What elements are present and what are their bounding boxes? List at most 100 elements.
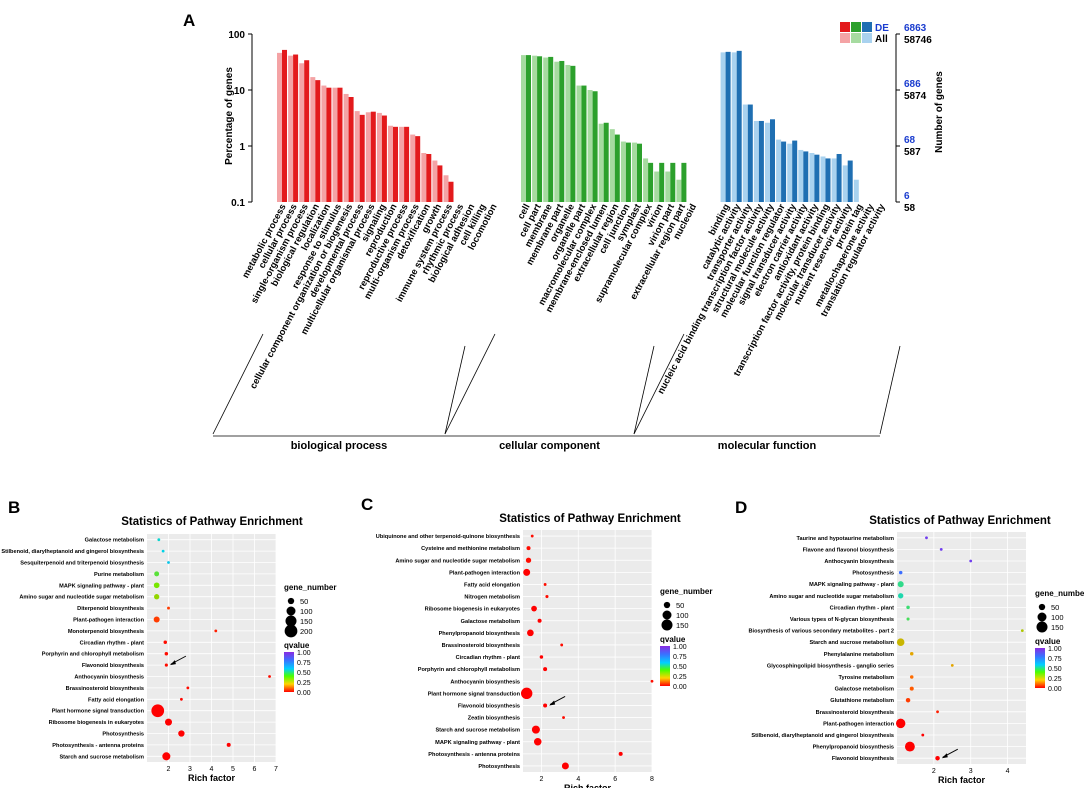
y-tick-label-right-de: 6 [904, 191, 910, 202]
y-tick-label-right-de: 6863 [904, 23, 927, 34]
bar-all [742, 104, 748, 202]
bar-de [736, 50, 742, 202]
bracket-right-edge [879, 345, 901, 435]
pathway-point [161, 549, 165, 553]
pathway-point [180, 697, 183, 701]
qvalue-colorbar [660, 646, 670, 686]
size-legend-value: 100 [1051, 613, 1064, 622]
pathway-point [162, 752, 171, 761]
bar-de [448, 181, 454, 202]
pathway-point [214, 629, 218, 633]
bar-de [393, 126, 398, 202]
bar-de [370, 111, 376, 202]
pathway-point [157, 538, 161, 542]
qvalue-tick-label: 1.00 [297, 650, 311, 657]
legend-de-label: DE [875, 23, 889, 34]
x-tick-label: 4 [1006, 768, 1010, 775]
bar-de [526, 55, 531, 203]
bar-all [343, 93, 349, 202]
bar-de [581, 85, 587, 202]
panel-c-enrichment-scatter: C Statistics of Pathway Enrichment 2 4 6 8 Ubi… [361, 495, 712, 788]
qvalue-tick-label: 0.00 [673, 684, 687, 691]
pathway-point [530, 534, 534, 538]
bar-de [404, 126, 410, 202]
x-axis-label: Rich factor [564, 783, 612, 788]
bar-all [576, 85, 582, 202]
pathway-label: Anthocyanin biosynthesis [74, 675, 144, 681]
size-legend-dot [286, 606, 296, 616]
pathway-label: Nitrogen metabolism [464, 595, 520, 601]
bar-de [803, 151, 809, 202]
x-axis-label: Rich factor [188, 773, 236, 783]
pathway-label: Plant-pathogen interaction [449, 570, 520, 576]
pathway-label: Sesquiterpenoid and triterpenoid biosynt… [20, 561, 144, 567]
bar-de [847, 160, 853, 202]
x-axis-label: Rich factor [938, 775, 986, 785]
y-tick-label-right-all: 5874 [904, 91, 927, 102]
bar-all [632, 142, 637, 202]
pathway-label: Circadian rhythm - plant [830, 605, 894, 611]
bar-de [648, 162, 654, 202]
panel-title: Statistics of Pathway Enrichment [869, 515, 1051, 527]
panel-label: C [361, 495, 373, 514]
pathway-label: Amino sugar and nucleotide sugar metabol… [769, 594, 894, 600]
qvalue-tick-label: 0.25 [297, 680, 311, 687]
y-tick-label-left: 0.1 [231, 198, 245, 209]
pathway-label: Starch and sucrose metabolism [59, 754, 144, 760]
pathway-point [153, 582, 160, 589]
bar-all [310, 77, 316, 202]
annotation-arrow-head [941, 753, 948, 759]
panel-label: B [8, 498, 20, 517]
pathway-point [178, 730, 185, 737]
pathway-label: Photosynthesis - antenna proteins [428, 752, 520, 758]
pathway-label: Stilbenoid, diarylheptanoid and gingerol… [751, 733, 894, 739]
bar-all [665, 171, 671, 202]
bar-all [443, 175, 449, 202]
pathway-label: MAPK signaling pathway - plant [809, 582, 894, 588]
pathway-point [936, 710, 939, 714]
size-legend-dot [662, 610, 672, 620]
bar-de [359, 114, 365, 202]
qvalue-tick-label: 0.25 [1048, 676, 1062, 683]
size-legend-value: 200 [300, 627, 313, 636]
bar-all [376, 112, 382, 202]
pathway-label: MAPK signaling pathway - plant [435, 740, 520, 746]
bar-all [299, 63, 305, 203]
bar-de [836, 153, 842, 202]
legend-cc-all-swatch [851, 33, 861, 43]
legend-all-label: All [875, 34, 888, 45]
bar-all [521, 55, 526, 203]
size-legend-dot [287, 597, 295, 605]
pathway-point [650, 679, 654, 683]
pathway-point [226, 742, 231, 747]
size-legend-value: 100 [676, 611, 689, 620]
pathway-point [905, 697, 911, 703]
bar-de [415, 136, 421, 202]
pathway-label: Taurine and hypotaurine metabolism [797, 536, 895, 542]
pathway-point [531, 605, 537, 612]
bar-all [598, 123, 604, 202]
bar-de [825, 158, 831, 202]
bar-de [326, 87, 332, 202]
bar-de [537, 56, 543, 203]
pathway-label: Plant-pathogen interaction [823, 721, 894, 727]
pathway-point [896, 638, 905, 646]
y-tick-label-left: 10 [234, 86, 246, 97]
pathway-point [520, 687, 533, 700]
bar-all [565, 64, 571, 202]
pathway-label: Tyrosine metabolism [838, 675, 894, 681]
size-legend-value: 50 [1051, 603, 1059, 612]
legend-bp-all-swatch [840, 33, 850, 43]
legend-bp-de-swatch [840, 22, 850, 32]
pathway-label: Starch and sucrose metabolism [809, 640, 894, 646]
pathway-point [533, 737, 542, 746]
y-tick-label-right-all: 58746 [904, 35, 932, 46]
pathway-label: Various types of N-glycan biosynthesis [790, 617, 894, 623]
panel-b-enrichment-scatter: B Statistics of Pathway Enrichment 2 3 4 5 6 7 G… [1, 498, 336, 783]
bar-all [753, 120, 759, 202]
pathway-label: Plant hormone signal transduction [428, 691, 521, 697]
bar-de [758, 120, 764, 202]
pathway-label: Plant hormone signal transduction [52, 709, 145, 715]
